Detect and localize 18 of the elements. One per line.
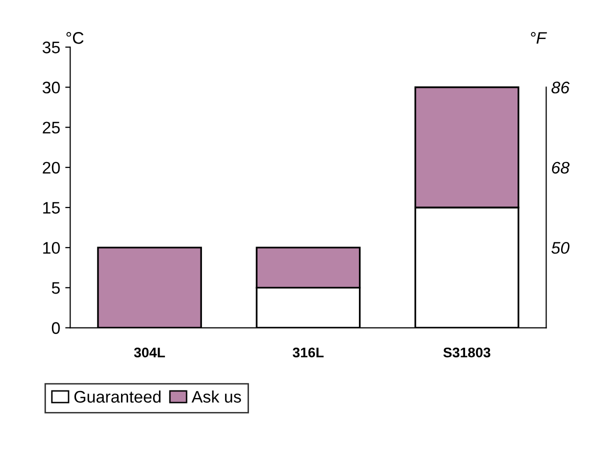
x-tick-label: 316L (292, 348, 324, 358)
legend-label: Ask us (192, 390, 241, 403)
y-tick-label: 20 (42, 162, 60, 174)
y-tick-label: 5 (52, 282, 60, 294)
x-tick-label: S31803 (443, 348, 490, 358)
y-tick-label: 25 (42, 122, 60, 134)
y2-tick-label: 86 (552, 82, 570, 94)
legend-label: Guaranteed (74, 390, 161, 403)
y-tick-label: 15 (43, 202, 60, 214)
y-tick-label: 30 (42, 82, 60, 94)
y2-tick-label: 68 (552, 162, 570, 174)
x-tick-label: 304L (134, 348, 165, 358)
y2-tick-label: 50 (551, 242, 570, 254)
y-tick-label: 35 (42, 42, 60, 54)
y-axis-title: °C (66, 32, 84, 44)
y-tick-label: 0 (52, 322, 60, 334)
y-tick-label: 10 (43, 242, 60, 254)
y2-axis-title: °F (530, 32, 547, 44)
